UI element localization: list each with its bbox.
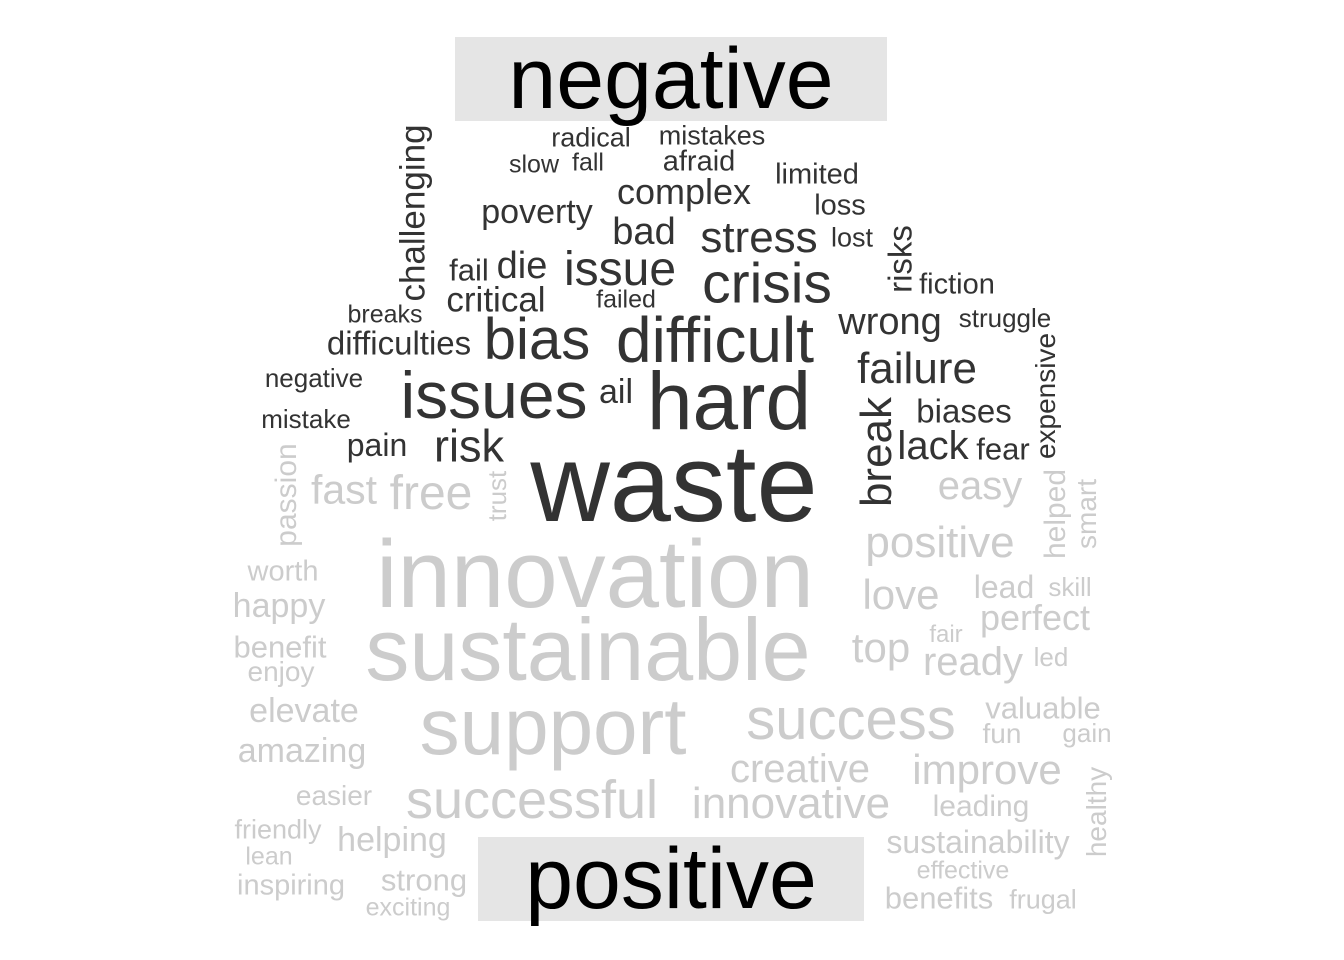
positive-header: positive (478, 836, 864, 922)
negative-word: ail (598, 373, 634, 411)
negative-word: limited (775, 158, 859, 191)
positive-word: enjoy (247, 656, 315, 687)
positive-word: successful (405, 770, 659, 830)
positive-word: healthy (1081, 766, 1112, 858)
negative-word: pain (346, 427, 408, 463)
positive-word: frugal (1009, 884, 1077, 915)
positive-word: exciting (365, 893, 451, 922)
negative-word: complex (616, 171, 752, 212)
negative-word: radical (551, 122, 631, 153)
positive-word: easier (295, 780, 373, 811)
positive-word: love (862, 571, 940, 618)
positive-word: free (389, 467, 473, 520)
negative-word: loss (814, 189, 866, 222)
negative-header: negative (455, 36, 887, 122)
negative-word: waste (530, 422, 818, 545)
negative-word: issue (563, 243, 677, 296)
negative-word: lost (830, 222, 874, 253)
negative-word: poverty (481, 193, 593, 231)
positive-word: benefit (233, 629, 327, 665)
positive-word: lean (245, 842, 293, 871)
negative-word: challenging (393, 124, 433, 302)
positive-word: fair (929, 621, 963, 648)
negative-word: difficult (615, 304, 815, 376)
positive-word: amazing (237, 732, 367, 770)
negative-word: issues (400, 358, 588, 432)
negative-word: crisis (702, 251, 832, 316)
negative-word: fail (449, 252, 489, 288)
negative-word: mistakes (658, 120, 766, 151)
negative-word: difficulties (326, 324, 472, 362)
positive-word: gain (1062, 718, 1112, 748)
positive-word: innovation (376, 521, 814, 628)
positive-word: smart (1071, 479, 1102, 549)
positive-word: helping (337, 821, 447, 859)
negative-word: hard (646, 356, 812, 447)
positive-word: positive (865, 518, 1015, 567)
negative-word: wrong (838, 301, 942, 343)
positive-word: strong (380, 862, 468, 898)
positive-word: lead (973, 569, 1035, 605)
positive-word: fun (982, 718, 1022, 749)
positive-word: fast (310, 466, 378, 513)
positive-word: top (851, 624, 911, 671)
negative-word: slow (508, 150, 560, 179)
positive-word: worth (247, 555, 319, 588)
positive-word: effective (916, 856, 1010, 885)
positive-word: perfect (979, 597, 1091, 638)
positive-word: trust (482, 470, 512, 522)
negative-word: negative (264, 363, 364, 393)
negative-word: critical (446, 280, 546, 320)
positive-word: support (419, 682, 687, 771)
negative-word: break (852, 396, 901, 508)
negative-word: die (496, 245, 548, 287)
negative-word: mistake (261, 404, 351, 434)
positive-word: led (1033, 642, 1069, 672)
positive-word: passion (270, 443, 303, 547)
negative-word: failed (596, 285, 656, 314)
negative-word: breaks (347, 300, 423, 329)
negative-word: lack (897, 424, 969, 468)
positive-word: innovative (691, 779, 891, 828)
positive-word: skill (1048, 572, 1092, 602)
positive-word: friendly (234, 814, 322, 845)
negative-word: fiction (919, 268, 995, 301)
positive-word: easy (937, 464, 1023, 508)
positive-word: sustainability (886, 824, 1070, 860)
negative-word: bias (483, 307, 591, 372)
positive-word: inspiring (237, 869, 345, 902)
negative-word: risks (881, 225, 919, 293)
negative-word: risk (434, 420, 504, 472)
negative-word: struggle (958, 303, 1052, 333)
positive-word: elevate (249, 692, 359, 730)
negative-word: afraid (662, 145, 736, 178)
positive-word: creative (729, 747, 871, 791)
positive-word: valuable (985, 690, 1101, 726)
positive-word: sustainable (365, 600, 811, 699)
negative-word: biases (916, 392, 1012, 430)
positive-word: benefits (884, 880, 994, 916)
positive-word: leading (932, 790, 1030, 823)
negative-word: fall (572, 148, 604, 177)
positive-word: helped (1039, 468, 1072, 560)
negative-word: expensive (1030, 332, 1061, 460)
positive-word: success (746, 687, 956, 752)
positive-word: ready (922, 640, 1024, 684)
negative-word: bad (612, 211, 676, 253)
negative-word: fear (976, 431, 1030, 467)
negative-word: stress (700, 213, 818, 262)
positive-word: happy (232, 587, 326, 625)
negative-word: failure (857, 344, 977, 393)
positive-word: improve (912, 746, 1062, 793)
